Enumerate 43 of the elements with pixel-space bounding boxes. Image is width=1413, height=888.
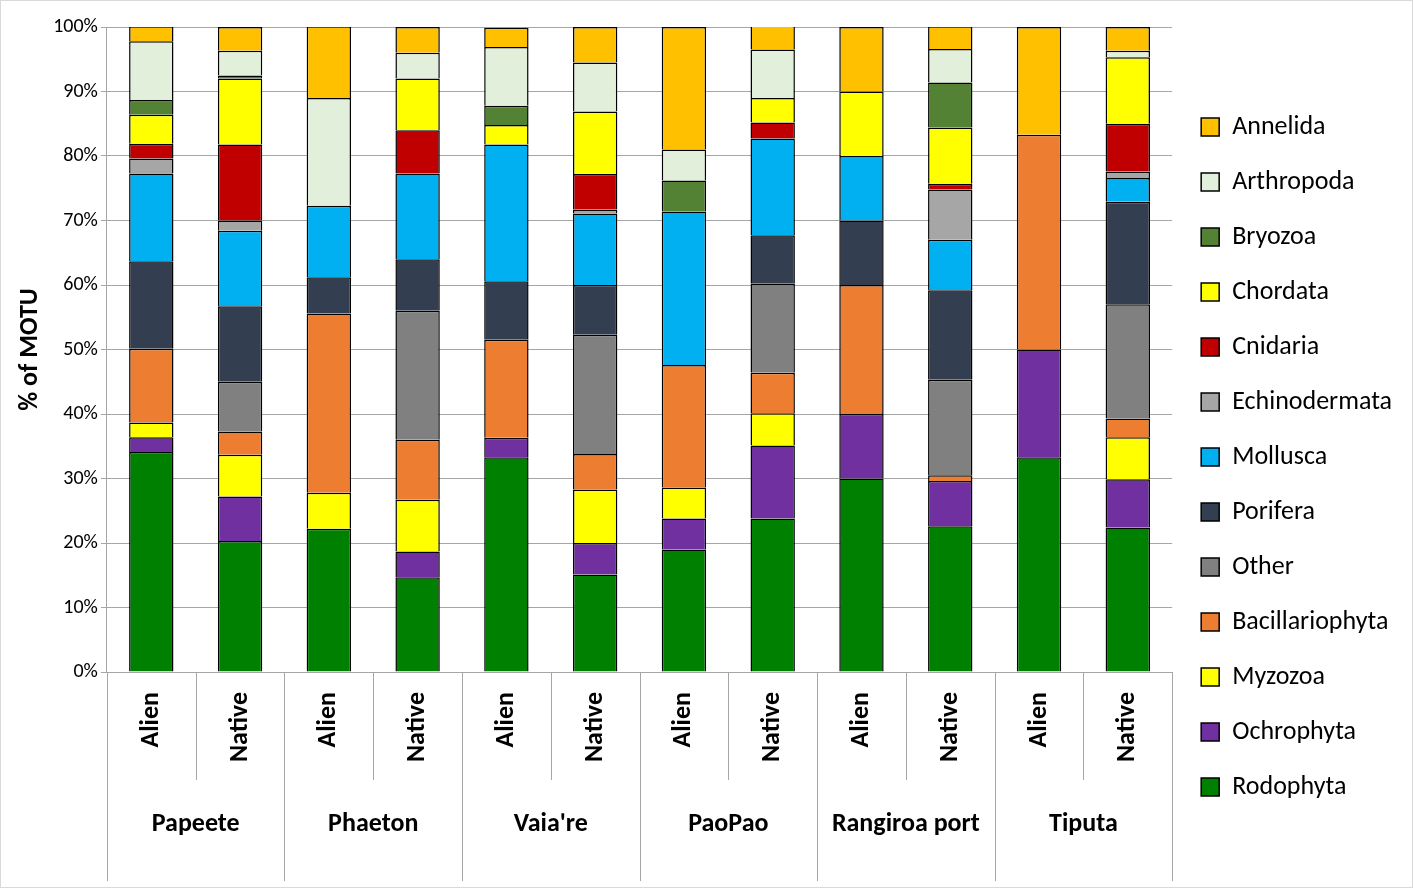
legend-label: Porifera [1232,493,1316,526]
x-tick-label: Native [576,692,609,763]
y-tick-label: 20% [63,529,98,553]
x-tick-label: Native [931,692,964,763]
text: Rangiroa port [831,805,980,838]
legend-label: Bryozoa [1232,218,1317,251]
legend-label: Echinodermata [1232,383,1393,416]
y-tick-label: 0% [73,658,98,682]
legend-label: Rodophyta [1232,768,1347,801]
legend-label: Myzozoa [1232,658,1325,691]
y-tick-label: 10% [63,593,98,618]
y-axis-title: % of MOTU [12,288,45,411]
text: Papeete [151,805,240,838]
legend-label: Mollusca [1232,438,1328,471]
x-tick-label: Native [399,692,432,763]
x-tick-label: Native [221,692,254,763]
x-tick-label: Native [754,692,787,763]
y-tick-label: 80% [63,142,98,166]
text: PaoPao [688,805,769,838]
x-tick-label: Alien [665,692,698,748]
x-tick-label: Native [1109,692,1142,763]
text: Phaeton [328,805,419,838]
text: Vaia're [513,805,588,838]
legend-label: Other [1232,548,1294,581]
x-tick-label: Alien [487,692,520,748]
legend-label: Bacillariophyta [1232,603,1389,636]
legend-label: Chordata [1232,273,1329,306]
y-tick-label: 30% [63,464,98,489]
y-tick-label: 90% [63,77,98,102]
x-tick-label: Alien [132,692,165,748]
text: Tiputa [1049,805,1118,838]
y-tick-label: 40% [63,400,98,424]
legend-label: Annelida [1232,108,1326,141]
x-tick-label: Alien [310,692,343,748]
legend-label: Arthropoda [1232,163,1355,196]
legend-label: Cnidaria [1232,328,1320,361]
x-tick-label: Alien [1020,692,1053,748]
y-tick-label: 50% [63,335,98,360]
y-tick-label: 100% [53,13,98,37]
y-tick-label: 70% [63,206,98,231]
legend-label: Ochrophyta [1232,713,1356,746]
y-tick-label: 60% [63,271,98,295]
x-tick-label: Alien [842,692,875,748]
